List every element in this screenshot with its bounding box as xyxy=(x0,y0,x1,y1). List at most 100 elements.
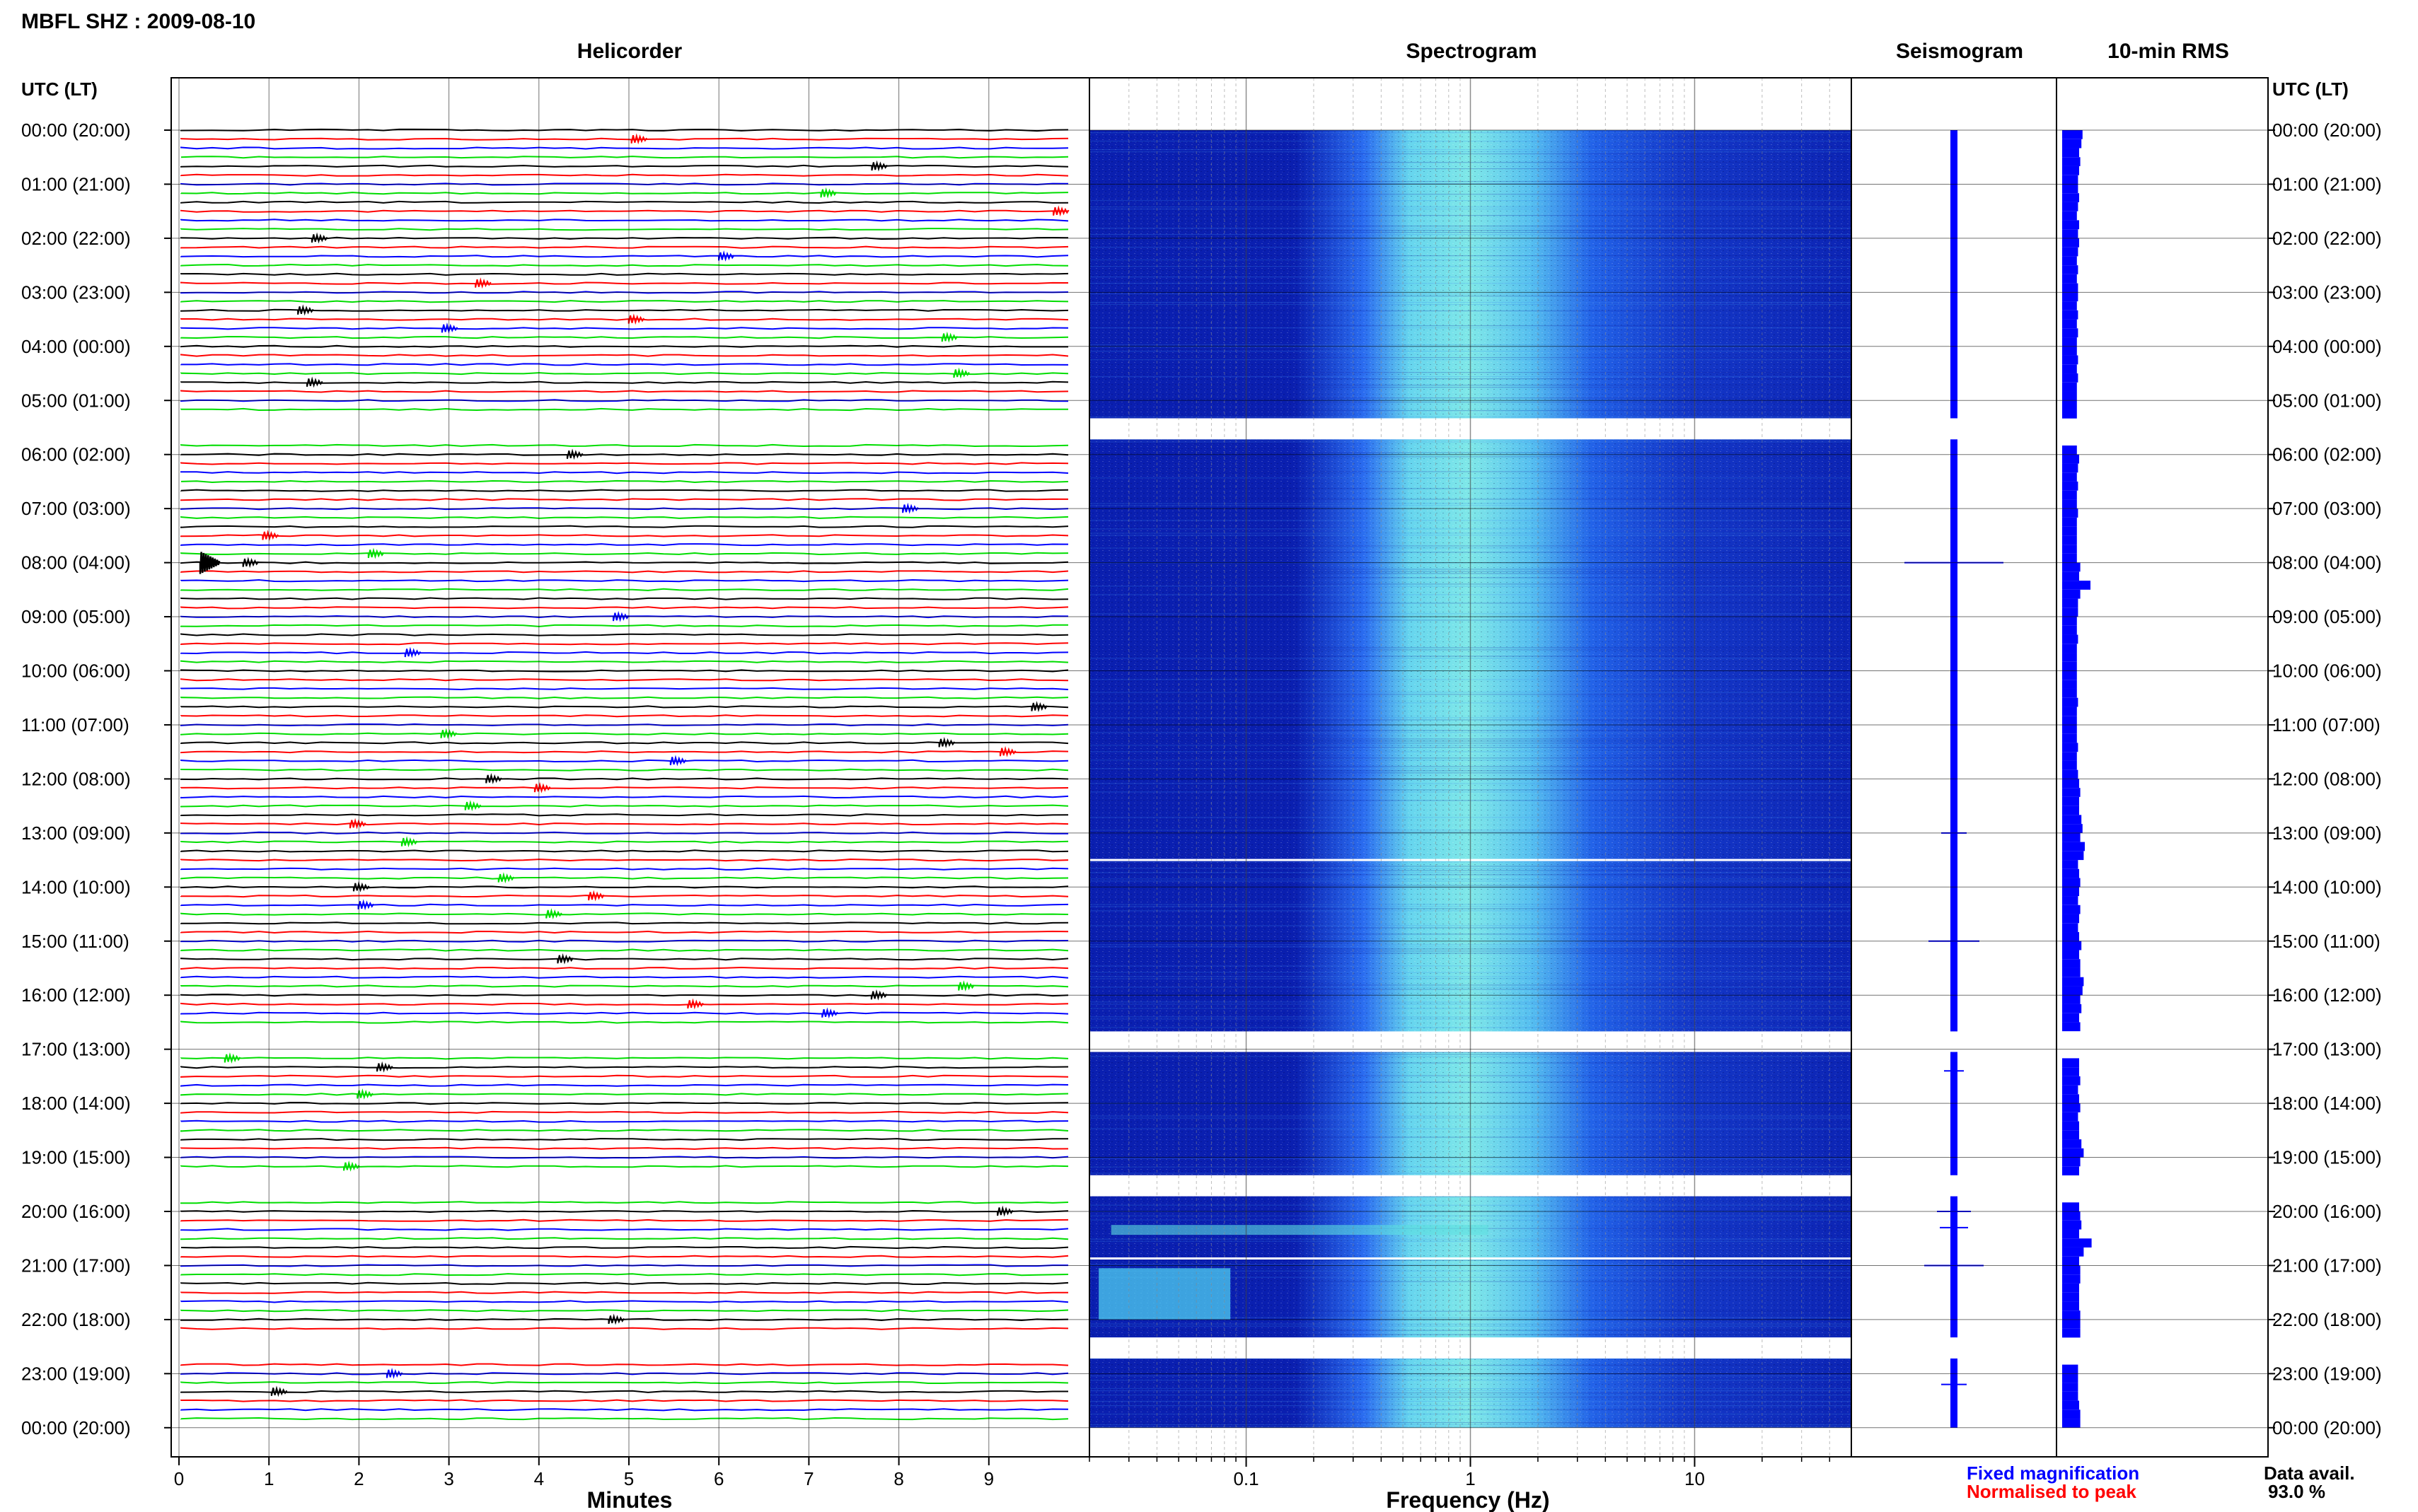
rms-panel xyxy=(2062,130,2092,1428)
rms-bar xyxy=(2062,680,2077,689)
helicorder-trace xyxy=(180,1083,1069,1087)
minute-tick-label: 9 xyxy=(984,1468,994,1489)
rms-bar xyxy=(2062,724,2077,734)
helicorder-trace xyxy=(180,1245,1069,1250)
time-tick-label-left: 19:00 (15:00) xyxy=(21,1147,131,1168)
frequency-tick-label: 10 xyxy=(1684,1468,1705,1489)
helicorder-trace xyxy=(180,137,1069,141)
rms-bar xyxy=(2062,526,2077,536)
helicorder-trace xyxy=(180,1390,1068,1393)
rms-bar xyxy=(2062,409,2077,419)
rms-bar xyxy=(2062,1094,2079,1104)
helicorder-trace xyxy=(180,588,1069,591)
rms-bar xyxy=(2062,310,2078,320)
helicorder-trace xyxy=(180,858,1069,862)
spectrogram-panel xyxy=(1089,78,1851,1457)
time-tick-label-left: 03:00 (23:00) xyxy=(21,281,131,303)
frequency-tick-label: 1 xyxy=(1465,1468,1475,1489)
helicorder-trace xyxy=(180,164,1069,168)
rms-bar xyxy=(2062,752,2077,761)
helicorder-trace xyxy=(180,813,1069,817)
helicorder-trace xyxy=(180,479,1069,484)
rms-bar xyxy=(2062,256,2077,266)
rms-bar xyxy=(2062,832,2081,842)
time-tick-label-left: 13:00 (09:00) xyxy=(21,822,131,844)
helicorder-trace xyxy=(180,750,1069,754)
helicorder-trace xyxy=(180,219,1069,222)
helicorder-trace xyxy=(180,849,1069,853)
helicorder-trace xyxy=(180,1066,1069,1069)
rms-bar xyxy=(2062,706,2077,716)
rms-bar xyxy=(2062,301,2077,310)
helicorder-event xyxy=(349,818,366,830)
time-tick-label-right: 11:00 (07:00) xyxy=(2272,714,2381,735)
rms-bar xyxy=(2062,165,2079,175)
rms-bar xyxy=(2062,481,2078,491)
time-tick-label-left: 09:00 (05:00) xyxy=(21,606,131,627)
helicorder-trace xyxy=(180,308,1069,312)
helicorder-trace xyxy=(180,1110,1069,1114)
rms-bar xyxy=(2062,355,2078,365)
helicorder-trace xyxy=(180,975,1069,979)
helicorder-trace xyxy=(180,146,1069,150)
helicorder-event xyxy=(608,1313,625,1325)
helicorder-event xyxy=(997,1205,1014,1217)
helicorder-trace xyxy=(180,173,1069,177)
rms-bar xyxy=(2062,995,2081,1004)
rms-bar xyxy=(2062,193,2079,202)
helicorder-trace xyxy=(180,525,1069,528)
rms-bar xyxy=(2062,1310,2081,1320)
helicorder-trace xyxy=(180,678,1069,682)
rms-bar xyxy=(2062,769,2078,779)
helicorder-event xyxy=(475,277,492,289)
minute-tick-label: 2 xyxy=(354,1468,364,1489)
helicorder-trace xyxy=(180,1408,1069,1412)
helicorder-trace xyxy=(180,1137,1068,1141)
rms-bar xyxy=(2062,860,2078,869)
rms-bar xyxy=(2062,1112,2078,1122)
frequency-tick-label: 0.1 xyxy=(1233,1468,1259,1489)
time-tick-label-right: 18:00 (14:00) xyxy=(2272,1093,2382,1114)
helicorder-trace xyxy=(180,489,1069,492)
rms-bar xyxy=(2062,337,2077,347)
helicorder-trace xyxy=(180,462,1069,465)
rms-bar xyxy=(2062,967,2081,977)
helicorder-trace xyxy=(180,732,1069,735)
rms-bar xyxy=(2062,1103,2081,1112)
helicorder-trace xyxy=(180,407,1069,412)
helicorder-event xyxy=(400,836,418,848)
rms-bar xyxy=(2062,1256,2079,1266)
time-tick-label-right: 20:00 (16:00) xyxy=(2272,1201,2382,1222)
helicorder-trace xyxy=(180,1219,1069,1222)
time-tick-label-right: 01:00 (21:00) xyxy=(2272,173,2382,194)
time-tick-label-right: 21:00 (17:00) xyxy=(2272,1255,2382,1276)
rms-bar xyxy=(2062,545,2077,554)
helicorder-trace xyxy=(180,597,1069,600)
time-tick-label-right: 07:00 (03:00) xyxy=(2272,498,2382,519)
minute-tick-label: 0 xyxy=(174,1468,184,1489)
minute-tick-label: 4 xyxy=(534,1468,544,1489)
time-tick-label-right: 02:00 (22:00) xyxy=(2272,228,2382,249)
time-tick-label-left: 20:00 (16:00) xyxy=(21,1201,131,1222)
time-tick-label-right: 19:00 (15:00) xyxy=(2272,1147,2382,1168)
rms-bar xyxy=(2062,445,2077,455)
time-tick-label-left: 16:00 (12:00) xyxy=(21,984,131,1006)
helicorder-trace xyxy=(180,696,1069,699)
helicorder-event xyxy=(630,133,648,145)
time-tick-label-right: 22:00 (18:00) xyxy=(2272,1309,2382,1330)
rms-bar xyxy=(2062,896,2078,905)
rms-bar xyxy=(2062,1166,2079,1176)
spectrogram-event-patch xyxy=(1099,1268,1231,1320)
helicorder-trace xyxy=(180,966,1069,970)
rms-bar xyxy=(2062,1274,2081,1284)
rms-bar xyxy=(2062,1121,2079,1131)
helicorder-trace xyxy=(180,318,1069,321)
data-avail-label: Data avail. xyxy=(2264,1462,2355,1484)
rms-bar xyxy=(2062,184,2078,194)
helicorder-major-event xyxy=(199,552,221,574)
rms-bar xyxy=(2062,1383,2078,1392)
time-tick-label-left: 17:00 (13:00) xyxy=(21,1039,131,1060)
helicorder-trace xyxy=(180,1255,1069,1258)
rms-bar xyxy=(2062,743,2078,752)
rms-bar xyxy=(2062,346,2077,356)
